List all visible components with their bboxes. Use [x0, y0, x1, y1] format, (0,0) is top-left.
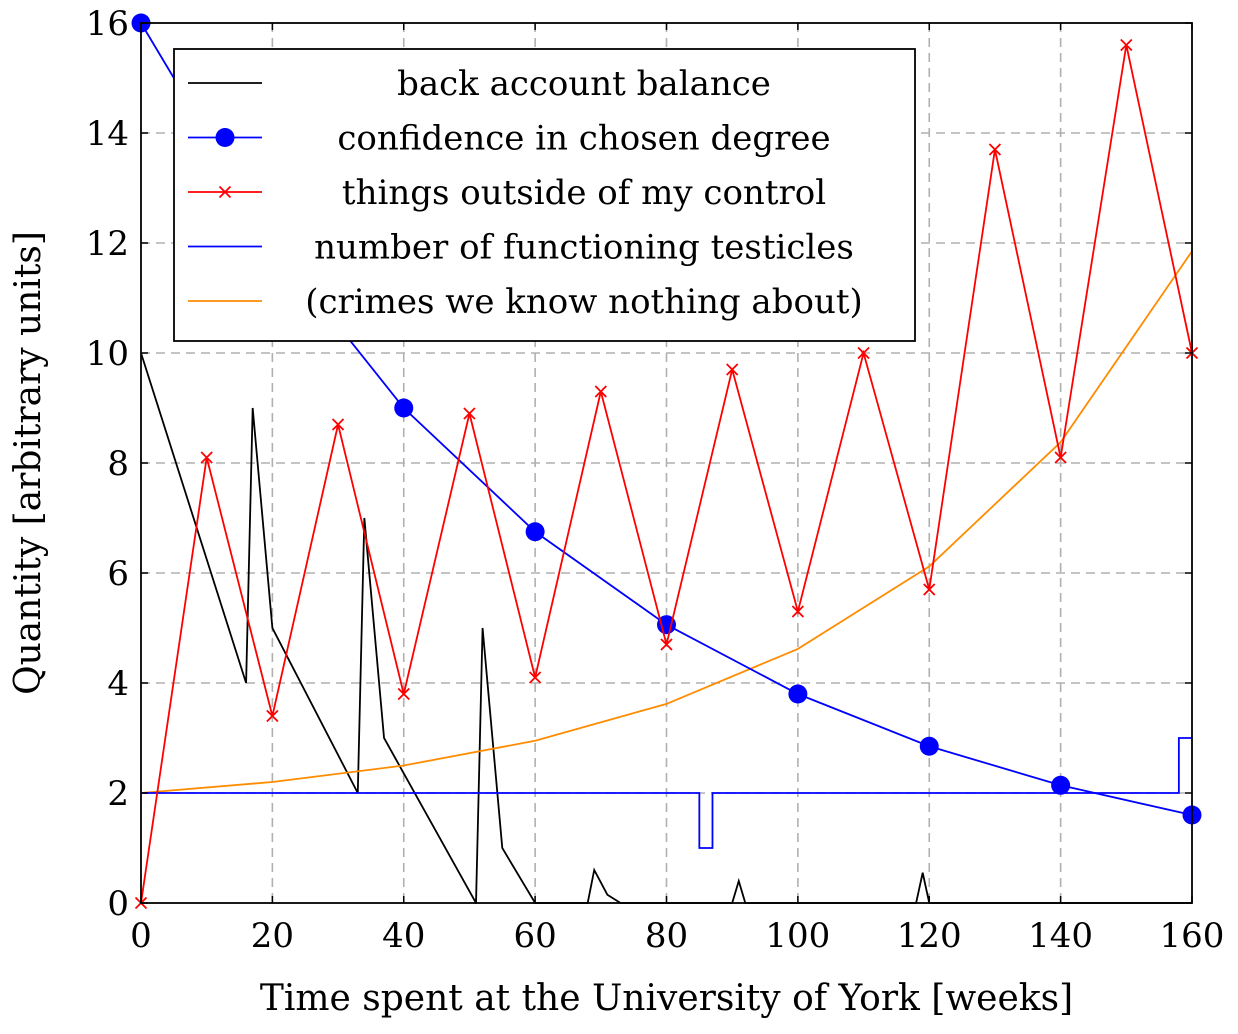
- legend-entry: confidence in chosen degree: [188, 119, 831, 159]
- legend-marker: [215, 128, 235, 147]
- data-point: [266, 709, 279, 723]
- x-tick-label: 120: [897, 916, 962, 956]
- legend: back account balance confidence in chosen…: [173, 48, 916, 342]
- data-point: [988, 143, 1002, 156]
- series-crimes-we-know-nothing-about: [140, 250, 1193, 794]
- x-tick-label: 80: [645, 916, 688, 956]
- data-point: [919, 736, 939, 756]
- x-tick-label: 100: [765, 916, 830, 956]
- y-tick-label: 10: [86, 334, 129, 374]
- legend-label: things outside of my control: [342, 173, 826, 213]
- data-point: [463, 407, 476, 420]
- legend-label: confidence in chosen degree: [337, 119, 830, 159]
- data-point: [1051, 775, 1071, 795]
- data-point: [331, 418, 345, 431]
- data-point: [200, 451, 213, 464]
- data-point: [394, 398, 414, 418]
- x-tick-label: 40: [382, 916, 425, 956]
- series-number-of-functioning-testicles: [141, 737, 1192, 849]
- data-point: [525, 522, 545, 542]
- x-tick-label: 0: [130, 916, 152, 956]
- legend-box: [173, 48, 916, 342]
- legend-entry: number of functioning testicles: [188, 228, 854, 268]
- y-tick-label: 12: [86, 224, 129, 264]
- y-tick-label: 4: [107, 664, 129, 704]
- x-axis-label: Time spent at the University of York [we…: [260, 978, 1073, 1019]
- data-point: [726, 363, 739, 376]
- data-point: [857, 346, 870, 360]
- y-tick-label: 8: [107, 444, 129, 484]
- data-point: [397, 687, 410, 701]
- x-tick-label: 60: [513, 916, 556, 956]
- data-point: [1054, 451, 1067, 464]
- series-line-number-of-functioning-testicles: [141, 737, 1192, 849]
- legend-label: back account balance: [397, 64, 771, 104]
- x-tick-label: 20: [251, 916, 294, 956]
- legend-marker: [218, 185, 232, 199]
- axis-ticks: 0 20 40 60 80 100 120 140 160 0 2 4 6 8 10 12 14 16: [86, 4, 1225, 956]
- legend-label: (crimes we know nothing about): [305, 282, 863, 322]
- legend-entry: (crimes we know nothing about): [188, 282, 863, 322]
- data-point: [660, 638, 673, 651]
- data-point: [1120, 38, 1133, 52]
- y-axis-label: Quantity [arbitrary units]: [8, 231, 49, 695]
- y-tick-label: 0: [107, 884, 129, 924]
- legend-entry: back account balance: [188, 64, 771, 104]
- y-tick-label: 14: [86, 114, 129, 154]
- series-things-outside-of-my-control: [134, 38, 1199, 910]
- data-point: [791, 605, 805, 618]
- y-tick-label: 6: [107, 554, 129, 594]
- y-tick-label: 16: [86, 4, 129, 44]
- y-tick-label: 2: [107, 774, 129, 814]
- legend-entry: things outside of my control: [188, 173, 826, 213]
- series-line-crimes-we-know-nothing-about: [140, 250, 1193, 794]
- data-point: [594, 385, 607, 398]
- x-tick-label: 160: [1160, 916, 1225, 956]
- data-point: [788, 684, 808, 704]
- data-point: [528, 671, 542, 684]
- legend-label: number of functioning testicles: [314, 228, 854, 268]
- data-point: [923, 583, 936, 596]
- x-tick-label: 140: [1028, 916, 1093, 956]
- grid: [141, 23, 1192, 903]
